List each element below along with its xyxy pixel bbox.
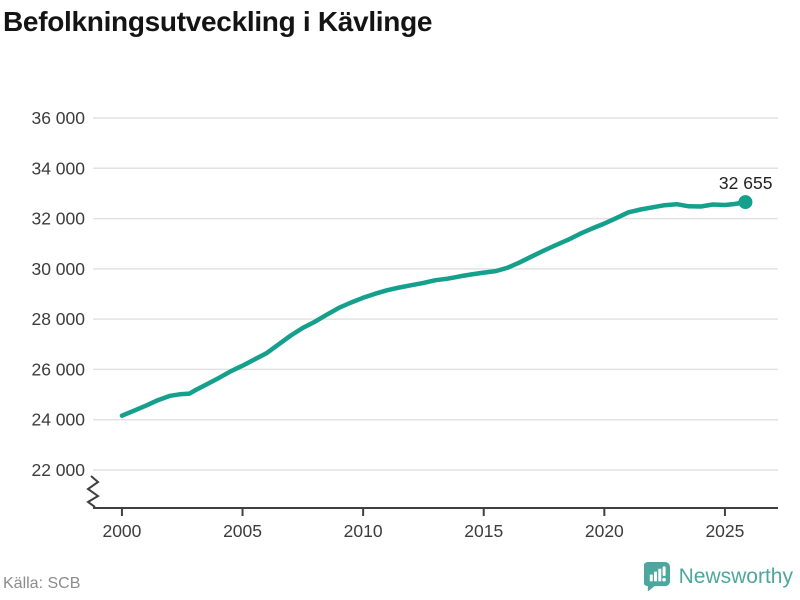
y-axis-tick-label: 30 000 bbox=[31, 259, 85, 279]
newsworthy-chart-bubble-icon bbox=[643, 562, 670, 592]
population-line-chart: 22 000 24 000 26 000 28 000 30 000 32 000 34 0… bbox=[31, 108, 778, 541]
y-axis-tick-label: 34 000 bbox=[31, 158, 85, 178]
y-axis-tick-label: 32 000 bbox=[31, 209, 85, 229]
x-axis-tick-label: 2025 bbox=[705, 521, 744, 541]
y-axis-tick-label: 26 000 bbox=[31, 359, 85, 379]
y-axis-tick-label: 36 000 bbox=[31, 108, 85, 128]
end-point-dot bbox=[738, 195, 753, 210]
x-axis-tick-label: 2015 bbox=[464, 521, 503, 541]
y-axis-tick-label: 24 000 bbox=[31, 410, 85, 430]
source-label: Källa: SCB bbox=[3, 575, 81, 592]
y-axis-tick-label: 28 000 bbox=[31, 309, 85, 329]
x-axis-tick-label: 2000 bbox=[102, 521, 141, 541]
axis-break-icon bbox=[86, 475, 100, 508]
brand-name: Newsworthy bbox=[678, 564, 793, 588]
chart-title: Befolkningsutveckling i Kävlinge bbox=[3, 6, 433, 37]
x-axis-tick-label: 2020 bbox=[585, 521, 624, 541]
y-axis-tick-label: 22 000 bbox=[31, 460, 85, 480]
x-axis-tick-label: 2005 bbox=[223, 521, 262, 541]
end-value-label: 32 655 bbox=[719, 173, 773, 193]
newsworthy-logo[interactable]: Newsworthy bbox=[643, 561, 793, 592]
chart-footer: Källa: SCB Newsworthy bbox=[0, 558, 800, 600]
x-axis-tick-label: 2010 bbox=[344, 521, 383, 541]
population-line bbox=[119, 199, 748, 418]
